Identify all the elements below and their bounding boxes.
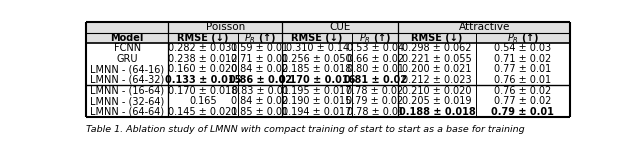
Text: 0.185 ± 0.018: 0.185 ± 0.018 [282,64,352,74]
Text: 0.79 ± 0.01: 0.79 ± 0.01 [492,107,554,117]
Text: 0.200 ± 0.021: 0.200 ± 0.021 [403,64,472,74]
Text: 0.145 ± 0.021: 0.145 ± 0.021 [168,107,237,117]
Text: 0.86 ± 0.02: 0.86 ± 0.02 [228,75,292,85]
Text: 0.238 ± 0.012: 0.238 ± 0.012 [168,54,237,64]
Text: 0.190 ± 0.015: 0.190 ± 0.015 [282,96,352,106]
Text: 0.310 ± 0.14: 0.310 ± 0.14 [285,43,349,53]
Text: 0.53 ± 0.04: 0.53 ± 0.04 [346,43,404,53]
Text: 0.212 ± 0.023: 0.212 ± 0.023 [403,75,472,85]
Text: 0.83 ± 0.01: 0.83 ± 0.01 [232,85,289,96]
Text: 0.78 ± 0.02: 0.78 ± 0.02 [346,85,404,96]
Bar [86,33,570,43]
Text: LMNN - (64-64): LMNN - (64-64) [90,107,164,117]
Text: RMSE (↓): RMSE (↓) [177,33,228,43]
Text: Model: Model [111,33,144,43]
Text: CUE: CUE [330,22,351,32]
Text: 0.170 ± 0.016: 0.170 ± 0.016 [279,75,355,85]
Text: 0.165: 0.165 [189,96,217,106]
Text: GRU: GRU [116,54,138,64]
Text: 0.170 ± 0.018: 0.170 ± 0.018 [168,85,237,96]
Text: 0.160 ± 0.020: 0.160 ± 0.020 [168,64,237,74]
Text: 0.71 ± 0.02: 0.71 ± 0.02 [494,54,552,64]
Text: Attractive: Attractive [458,22,510,32]
Text: 0.77 ± 0.02: 0.77 ± 0.02 [494,96,552,106]
Text: RMSE (↓): RMSE (↓) [291,33,343,43]
Text: 0.195 ± 0.017: 0.195 ± 0.017 [282,85,352,96]
Text: 0.298 ± 0.062: 0.298 ± 0.062 [403,43,472,53]
Text: $P_R$ (↑): $P_R$ (↑) [359,31,392,45]
Text: 0.81 ± 0.02: 0.81 ± 0.02 [344,75,406,85]
Text: 0.54 ± 0.03: 0.54 ± 0.03 [494,43,552,53]
Text: 0.71 ± 0.01: 0.71 ± 0.01 [232,54,289,64]
Text: 0.282 ± 0.031: 0.282 ± 0.031 [168,43,237,53]
Text: 0.76 ± 0.01: 0.76 ± 0.01 [494,75,552,85]
Text: 0.80 ± 0.01: 0.80 ± 0.01 [347,64,404,74]
Text: Table 1. Ablation study of LMNN with compact training of start to start as a bas: Table 1. Ablation study of LMNN with com… [86,125,525,134]
Text: LMNN - (16-64): LMNN - (16-64) [90,85,164,96]
Text: LMNN - (64-16): LMNN - (64-16) [90,64,164,74]
Text: 0.76 ± 0.02: 0.76 ± 0.02 [494,85,552,96]
Text: 0.133 ± 0.015: 0.133 ± 0.015 [165,75,241,85]
Bar [86,22,570,33]
Text: $P_R$ (↑): $P_R$ (↑) [507,31,540,45]
Text: Poisson: Poisson [205,22,245,32]
Text: 0.59 ± 0.01: 0.59 ± 0.01 [232,43,289,53]
Text: 0.77 ± 0.01: 0.77 ± 0.01 [494,64,552,74]
Text: $P_R$ (↑): $P_R$ (↑) [244,31,276,45]
Text: 0.85 ± 0.01: 0.85 ± 0.01 [232,107,289,117]
Text: 0.78 ± 0.01: 0.78 ± 0.01 [346,107,404,117]
Text: 0.221 ± 0.055: 0.221 ± 0.055 [403,54,472,64]
Text: FCNN: FCNN [113,43,141,53]
Text: 0.210 ± 0.020: 0.210 ± 0.020 [403,85,472,96]
Text: 0.256 ± 0.050: 0.256 ± 0.050 [282,54,352,64]
Text: LMNN - (64-32): LMNN - (64-32) [90,75,164,85]
Text: 0.84 ± 0.02: 0.84 ± 0.02 [232,96,289,106]
Text: 0.188 ± 0.018: 0.188 ± 0.018 [399,107,476,117]
Text: 0.79 ± 0.02: 0.79 ± 0.02 [346,96,404,106]
Text: 0.205 ± 0.019: 0.205 ± 0.019 [403,96,472,106]
Text: LMNN - (32-64): LMNN - (32-64) [90,96,164,106]
Text: 0.84 ± 0.02: 0.84 ± 0.02 [232,64,289,74]
Text: 0.66 ± 0.02: 0.66 ± 0.02 [346,54,404,64]
Text: RMSE (↓): RMSE (↓) [412,33,463,43]
Text: 0.194 ± 0.017: 0.194 ± 0.017 [282,107,352,117]
